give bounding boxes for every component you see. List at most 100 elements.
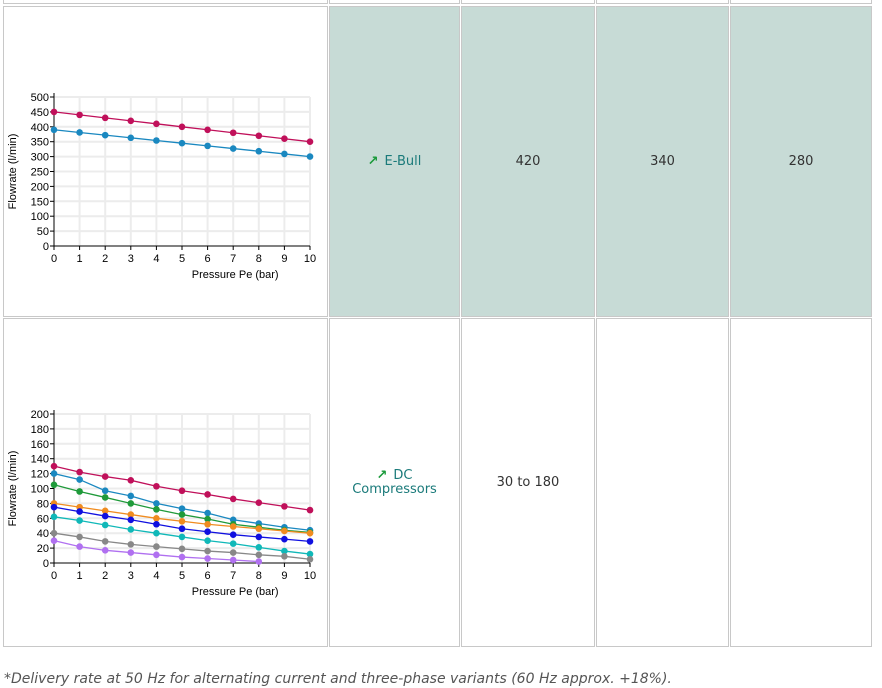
data-point bbox=[50, 481, 58, 489]
arrow-up-right-icon: ↗ bbox=[376, 467, 388, 483]
product-link-dc[interactable]: ↗ DC Compressors bbox=[352, 467, 437, 497]
data-point bbox=[50, 503, 58, 511]
cell-value: 420 bbox=[515, 154, 541, 169]
series-series-5 bbox=[50, 503, 314, 545]
x-tick-label: 4 bbox=[153, 253, 159, 265]
y-tick-label: 100 bbox=[31, 484, 49, 496]
y-tick-label: 150 bbox=[31, 196, 49, 208]
data-point bbox=[50, 462, 58, 470]
x-tick-label: 2 bbox=[102, 570, 108, 582]
data-point bbox=[229, 540, 237, 547]
x-tick-label: 3 bbox=[128, 570, 134, 582]
data-point bbox=[153, 120, 160, 128]
data-point bbox=[229, 495, 237, 503]
data-point bbox=[178, 511, 186, 518]
data-point bbox=[50, 537, 58, 544]
table-cell bbox=[730, 318, 872, 647]
y-tick-label: 80 bbox=[37, 498, 49, 510]
x-tick-label: 5 bbox=[179, 253, 185, 265]
y-tick-label: 250 bbox=[31, 167, 49, 179]
data-point bbox=[178, 487, 186, 495]
x-tick-label: 10 bbox=[304, 253, 316, 265]
chart-cell: 0 1 2 3 4 5 6 7 8 9 10 0 50 100 150 200 250 300 350 400 450 5… bbox=[3, 6, 328, 317]
data-point bbox=[76, 111, 83, 119]
data-point bbox=[204, 528, 211, 536]
data-point bbox=[204, 547, 211, 555]
data-point bbox=[255, 147, 263, 155]
y-tick-label: 60 bbox=[37, 513, 49, 525]
y-tick-label: 180 bbox=[31, 424, 49, 436]
data-point bbox=[229, 129, 237, 137]
y-tick-label: 200 bbox=[31, 181, 49, 193]
product-name: E-Bull bbox=[384, 153, 422, 169]
data-point bbox=[306, 538, 314, 545]
x-tick-label: 1 bbox=[77, 253, 83, 265]
x-tick-label: 10 bbox=[304, 570, 316, 582]
footnote: *Delivery rate at 50 Hz for alternating … bbox=[4, 671, 672, 687]
data-point bbox=[127, 500, 135, 507]
y-tick-label: 120 bbox=[31, 469, 49, 481]
data-point bbox=[204, 555, 211, 562]
y-tick-label: 300 bbox=[31, 152, 49, 164]
y-tick-label: 500 bbox=[31, 92, 49, 104]
data-point bbox=[50, 108, 58, 116]
data-point bbox=[153, 482, 160, 490]
data-point bbox=[153, 520, 160, 528]
y-tick-label: 0 bbox=[43, 558, 49, 570]
data-point bbox=[306, 529, 314, 537]
data-point bbox=[76, 508, 83, 515]
data-point bbox=[101, 538, 109, 545]
data-point bbox=[204, 509, 211, 517]
data-point bbox=[306, 138, 314, 145]
data-point bbox=[306, 550, 314, 558]
data-point bbox=[76, 468, 83, 476]
table-cell bbox=[596, 318, 729, 647]
y-tick-label: 450 bbox=[31, 107, 49, 119]
data-point bbox=[127, 516, 135, 524]
data-point bbox=[76, 533, 83, 541]
data-point bbox=[101, 521, 109, 529]
data-point bbox=[229, 145, 237, 152]
data-point bbox=[306, 555, 314, 563]
data-point bbox=[76, 488, 83, 495]
data-point bbox=[76, 543, 83, 550]
data-point bbox=[204, 537, 211, 544]
y-axis-label: Flowrate (l/min) bbox=[7, 451, 19, 527]
product-name: DC bbox=[393, 467, 413, 483]
data-point bbox=[76, 476, 83, 483]
series-series-7 bbox=[50, 529, 314, 563]
data-point bbox=[306, 506, 314, 514]
data-point bbox=[204, 126, 211, 134]
data-point bbox=[178, 545, 186, 553]
x-tick-label: 6 bbox=[205, 570, 211, 582]
x-tick-label: 7 bbox=[230, 253, 236, 265]
x-tick-label: 7 bbox=[230, 570, 236, 582]
table-cell: 280 bbox=[730, 6, 872, 317]
data-point bbox=[281, 527, 288, 535]
data-point bbox=[178, 533, 186, 541]
chart-cell: 0 1 2 3 4 5 6 7 8 9 10 0 20 40 60 80 100 120 140 160 180 200 P… bbox=[3, 318, 328, 647]
y-tick-label: 50 bbox=[37, 226, 49, 238]
table-cell bbox=[329, 0, 460, 4]
data-point bbox=[153, 137, 160, 144]
y-tick-label: 20 bbox=[37, 543, 49, 555]
data-point bbox=[50, 513, 58, 521]
x-tick-label: 1 bbox=[77, 570, 83, 582]
data-point bbox=[50, 126, 58, 134]
data-point bbox=[50, 470, 58, 477]
data-point bbox=[255, 544, 263, 551]
x-axis-label: Pressure Pe (bar) bbox=[192, 269, 279, 281]
product-link-ebull[interactable]: ↗ E-Bull bbox=[368, 153, 422, 169]
data-point bbox=[255, 558, 263, 565]
data-point bbox=[306, 153, 314, 160]
table-row-dc: ↗ DC Compressors bbox=[329, 318, 460, 647]
data-point bbox=[178, 123, 186, 131]
y-tick-label: 160 bbox=[31, 439, 49, 451]
data-point bbox=[178, 525, 186, 533]
data-point bbox=[50, 529, 58, 537]
x-tick-label: 8 bbox=[256, 253, 262, 265]
cell-value: 30 to 180 bbox=[496, 475, 560, 490]
data-point bbox=[229, 549, 237, 556]
data-point bbox=[127, 526, 135, 533]
data-point bbox=[101, 487, 109, 495]
